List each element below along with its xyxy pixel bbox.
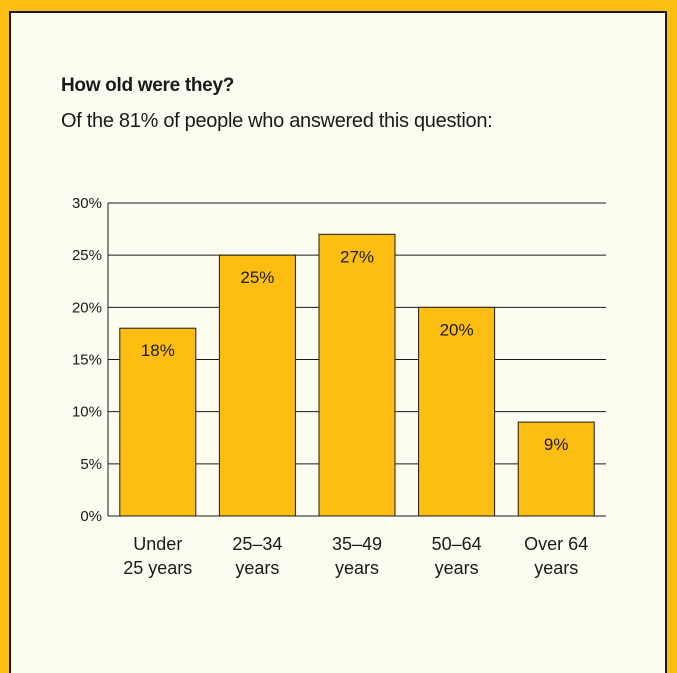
y-axis-ticks: 0% 5% 10% 15% 20% 25% 30% bbox=[72, 195, 102, 525]
x-tick-label: years bbox=[534, 558, 578, 578]
y-tick-label: 15% bbox=[72, 352, 102, 369]
x-tick-label: 25 years bbox=[123, 558, 192, 578]
x-tick-label: 25–34 bbox=[232, 534, 282, 554]
y-tick-label: 10% bbox=[72, 404, 102, 421]
x-tick-label: 50–64 bbox=[432, 534, 482, 554]
bars bbox=[119, 233, 595, 517]
y-tick-label: 20% bbox=[72, 299, 102, 316]
bar bbox=[218, 254, 296, 517]
y-tick-label: 25% bbox=[72, 247, 102, 264]
data-label: 18% bbox=[141, 341, 175, 360]
chart-title: How old were they? bbox=[61, 75, 235, 96]
y-tick-label: 30% bbox=[72, 195, 102, 212]
x-tick-label: Under bbox=[133, 534, 182, 554]
bar bbox=[517, 421, 595, 517]
bar bbox=[119, 327, 197, 517]
x-tick-label: years bbox=[235, 558, 279, 578]
bar bbox=[318, 233, 396, 517]
data-label: 9% bbox=[544, 435, 569, 454]
x-tick-label: years bbox=[435, 558, 479, 578]
chart-subtitle: Of the 81% of people who answered this q… bbox=[61, 110, 493, 132]
data-label: 27% bbox=[340, 247, 374, 266]
y-tick-label: 0% bbox=[80, 508, 102, 525]
x-axis-labels: Under 25 years 25–34 years 35–49 years 50–64 ye… bbox=[123, 534, 588, 578]
x-tick-label: Over 64 bbox=[524, 534, 588, 554]
bar bbox=[418, 306, 496, 517]
data-labels: 18% 25% 27% 20% 9% bbox=[141, 247, 569, 454]
data-label: 25% bbox=[240, 268, 274, 287]
x-tick-label: years bbox=[335, 558, 379, 578]
data-label: 20% bbox=[440, 320, 474, 339]
x-tick-label: 35–49 bbox=[332, 534, 382, 554]
y-tick-label: 5% bbox=[80, 456, 102, 473]
